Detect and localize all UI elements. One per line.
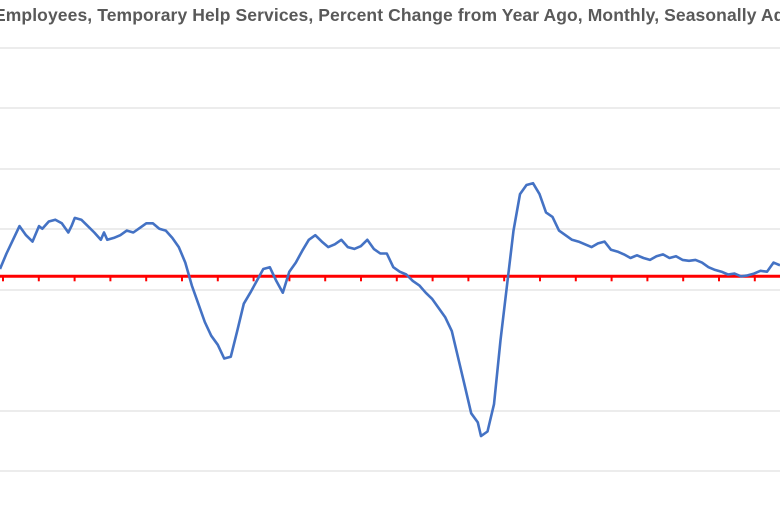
chart-title: Employees, Temporary Help Services, Perc… (0, 5, 780, 25)
gridlines (0, 47, 780, 472)
zero-reference-group (0, 274, 780, 282)
series-group (0, 181, 780, 438)
series-line (0, 181, 780, 438)
